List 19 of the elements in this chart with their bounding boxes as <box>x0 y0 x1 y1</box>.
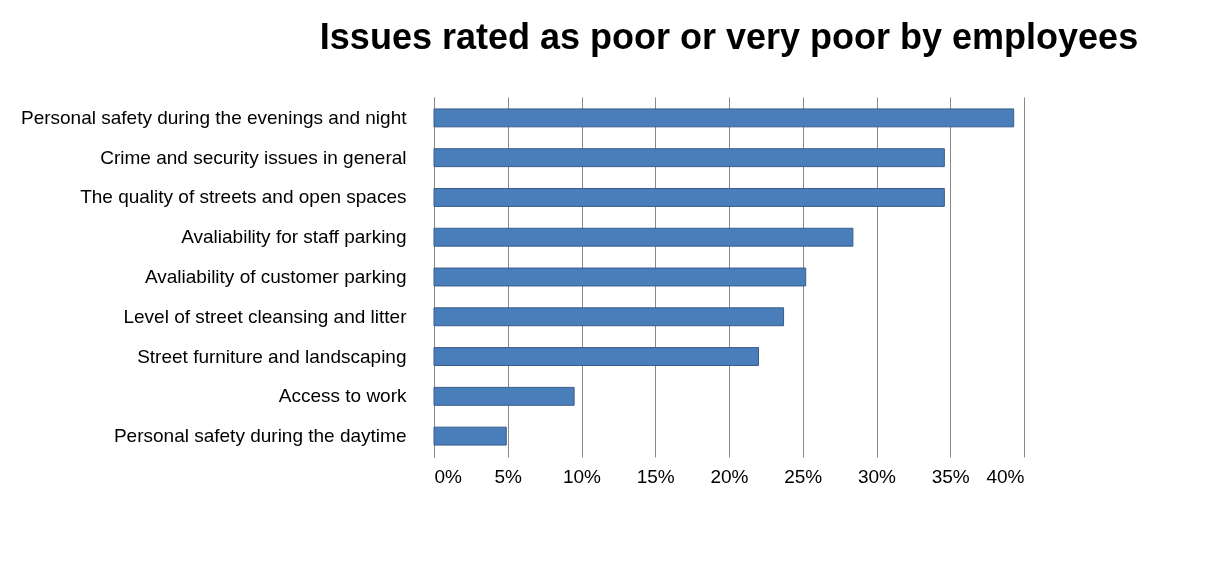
x-tick-label: 10% <box>562 465 602 487</box>
y-tick-label: Avaliability of customer parking <box>144 266 407 287</box>
y-tick-label: Personal safety during the evenings and night <box>20 106 408 128</box>
y-tick-label: Access to work <box>278 385 407 407</box>
chart-title: Issues rated as poor or very poor by employees <box>319 16 1139 57</box>
y-tick-label: The quality of streets and open spaces <box>80 186 407 208</box>
y-tick-label: Crime and security issues in general <box>100 146 407 168</box>
y-tick-label: Personal safety during the daytime <box>113 425 407 447</box>
y-tick-label: Level of street cleansing and litter <box>123 305 408 327</box>
y-tick-label: Avaliability for staff parking <box>181 226 407 248</box>
x-tick-label: 30% <box>857 465 897 487</box>
x-tick-label: 35% <box>931 465 970 487</box>
x-tick-label: 40% <box>986 465 1025 487</box>
x-tick-label: 0% <box>434 465 463 487</box>
x-tick-label: 25% <box>784 465 823 487</box>
y-tick-label: Street furniture and landscaping <box>137 345 407 367</box>
x-tick-label: 5% <box>494 465 523 487</box>
x-tick-label: 20% <box>710 465 749 487</box>
x-tick-label: 15% <box>636 465 675 487</box>
